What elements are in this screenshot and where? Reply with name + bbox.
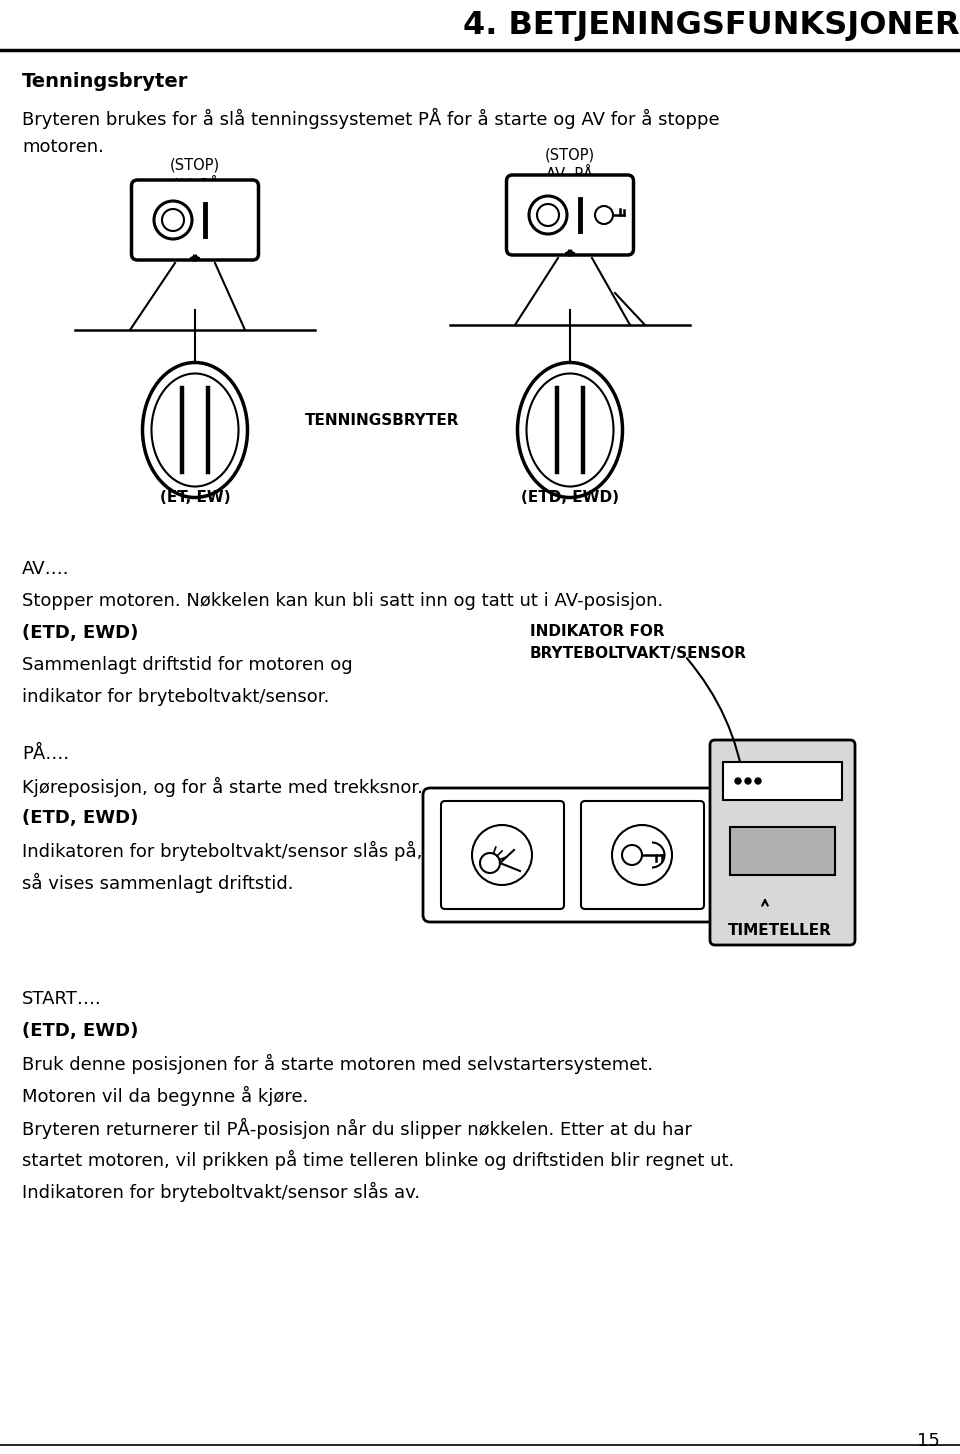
Text: START….: START…. [22, 990, 102, 1008]
Circle shape [755, 778, 761, 784]
Text: 4. BETJENINGSFUNKSJONER: 4. BETJENINGSFUNKSJONER [464, 10, 960, 41]
Circle shape [622, 845, 642, 865]
Text: Indikatoren for bryteboltvakt/sensor slås av.: Indikatoren for bryteboltvakt/sensor slå… [22, 1182, 420, 1202]
Text: (STOP)
AV  PÅ
    START: (STOP) AV PÅ START [539, 148, 602, 202]
Text: startet motoren, vil prikken på time telleren blinke og driftstiden blir regnet : startet motoren, vil prikken på time tel… [22, 1150, 734, 1170]
Circle shape [537, 204, 559, 225]
Text: Indikatoren for bryteboltvakt/sensor slås på,: Indikatoren for bryteboltvakt/sensor slå… [22, 840, 422, 861]
Ellipse shape [152, 374, 238, 487]
Circle shape [162, 209, 184, 231]
FancyBboxPatch shape [710, 740, 855, 945]
FancyBboxPatch shape [581, 801, 704, 909]
Text: TENNINGSBRYTER: TENNINGSBRYTER [305, 413, 460, 427]
Bar [723, 762, 842, 800]
Circle shape [612, 824, 672, 885]
Circle shape [154, 201, 192, 238]
Text: så vises sammenlagt driftstid.: så vises sammenlagt driftstid. [22, 872, 294, 893]
Text: (ETD, EWD): (ETD, EWD) [521, 490, 619, 505]
Text: Bryteren brukes for å slå tenningssystemet PÅ for å starte og AV for å stoppe: Bryteren brukes for å slå tenningssystem… [22, 108, 720, 129]
Text: Sammenlagt driftstid for motoren og: Sammenlagt driftstid for motoren og [22, 656, 352, 675]
Text: (ET, EW): (ET, EW) [159, 490, 230, 505]
Text: indikator for bryteboltvakt/sensor.: indikator for bryteboltvakt/sensor. [22, 688, 329, 707]
Ellipse shape [517, 362, 622, 497]
Text: Tenningsbryter: Tenningsbryter [22, 73, 188, 92]
FancyBboxPatch shape [507, 174, 634, 254]
FancyBboxPatch shape [423, 788, 717, 922]
Text: (ETD, EWD): (ETD, EWD) [22, 624, 138, 643]
Text: Stopper motoren. Nøkkelen kan kun bli satt inn og tatt ut i AV-posisjon.: Stopper motoren. Nøkkelen kan kun bli sa… [22, 592, 663, 611]
Ellipse shape [142, 362, 248, 497]
Text: (ETD, EWD): (ETD, EWD) [22, 808, 138, 827]
Text: Motoren vil da begynne å kjøre.: Motoren vil da begynne å kjøre. [22, 1086, 308, 1106]
FancyBboxPatch shape [441, 801, 564, 909]
Bar [730, 827, 835, 875]
Ellipse shape [526, 374, 613, 487]
Text: INDIKATOR FOR: INDIKATOR FOR [530, 624, 664, 638]
Circle shape [529, 196, 567, 234]
Text: Bruk denne posisjonen for å starte motoren med selvstartersystemet.: Bruk denne posisjonen for å starte motor… [22, 1054, 653, 1075]
Circle shape [472, 824, 532, 885]
Text: 15: 15 [917, 1432, 940, 1450]
Circle shape [595, 206, 613, 224]
Text: (ETD, EWD): (ETD, EWD) [22, 1022, 138, 1040]
FancyBboxPatch shape [132, 180, 258, 260]
Text: TIMETELLER: TIMETELLER [728, 923, 832, 938]
Text: Kjøreposisjon, og for å starte med trekksnor.: Kjøreposisjon, og for å starte med trekk… [22, 776, 423, 797]
Text: AV….: AV…. [22, 560, 69, 579]
Circle shape [735, 778, 741, 784]
Text: motoren.: motoren. [22, 138, 104, 156]
Text: (STOP)
AV  PÅ: (STOP) AV PÅ [170, 158, 220, 193]
Text: Bryteren returnerer til PÅ-posisjon når du slipper nøkkelen. Etter at du har: Bryteren returnerer til PÅ-posisjon når … [22, 1118, 692, 1138]
Circle shape [480, 853, 500, 872]
Circle shape [745, 778, 751, 784]
Text: PÅ….: PÅ…. [22, 744, 69, 763]
Text: BRYTEBOLTVAKT/SENSOR: BRYTEBOLTVAKT/SENSOR [530, 646, 747, 662]
